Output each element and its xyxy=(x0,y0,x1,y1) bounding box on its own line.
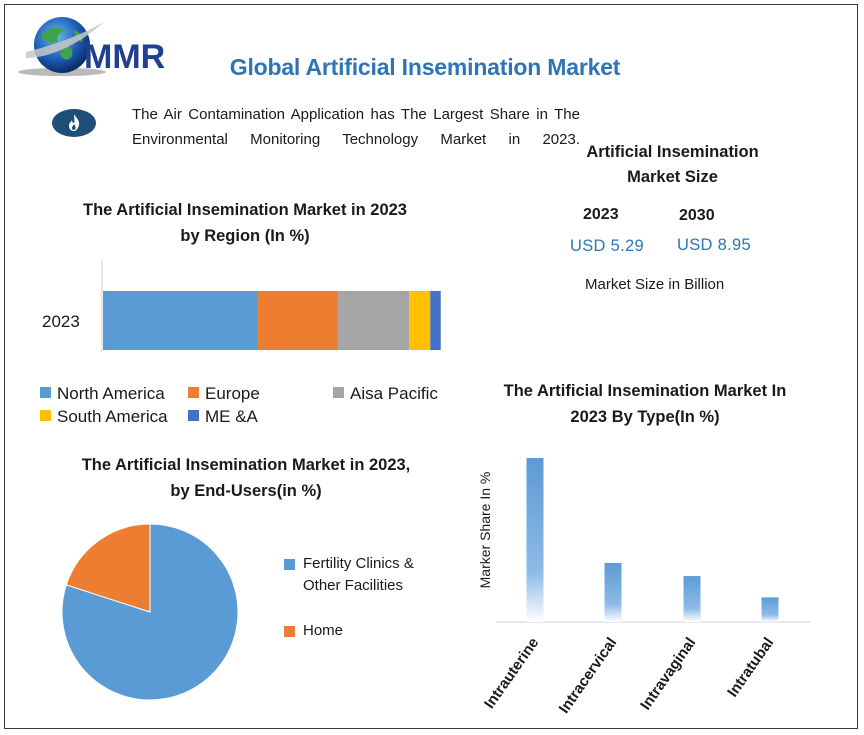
enduser-pie-chart xyxy=(61,523,239,701)
legend-swatch xyxy=(284,559,295,570)
market-size-unit: Market Size in Billion xyxy=(585,276,725,293)
legend-label: South America xyxy=(57,407,168,426)
legend-swatch xyxy=(188,410,199,421)
legend-item-fertility-clinics: Fertility Clinics & Other Facilities xyxy=(284,553,444,597)
type-tick-label: Intrauterine xyxy=(481,635,542,712)
region-legend: North America Europe Aisa Pacific South … xyxy=(40,384,470,432)
type-bar-intravaginal xyxy=(683,576,701,622)
globe-logo-icon: MMR xyxy=(18,17,165,76)
legend-label: ME &A xyxy=(205,407,258,426)
region-bar-aisa-pacific xyxy=(337,291,410,350)
type-y-axis-label: Marker Share In % xyxy=(477,472,493,589)
type-tick-label: Intratubal xyxy=(724,635,777,701)
year-2030-label: 2030 xyxy=(679,207,715,224)
legend-swatch xyxy=(40,387,51,398)
legend-label: North America xyxy=(57,384,165,403)
type-tick-label: Intracervical xyxy=(556,635,621,717)
legend-swatch xyxy=(284,626,295,637)
region-bar-me-a xyxy=(430,291,441,350)
legend-item-me-a: ME &A xyxy=(188,407,258,427)
value-2023: USD 5.29 xyxy=(570,237,644,255)
page-title: Global Artificial Insemination Market xyxy=(229,54,621,80)
legend-item-europe: Europe xyxy=(188,384,260,404)
region-bar-south-america xyxy=(409,291,431,350)
insight-text: The Air Contamination Application has Th… xyxy=(132,106,580,148)
legend-swatch xyxy=(333,387,344,398)
region-stacked-bar-chart: 2023 xyxy=(42,260,441,352)
legend-item-asia-pacific: Aisa Pacific xyxy=(333,384,438,404)
region-bar-europe xyxy=(257,291,338,350)
region-bar-north-america xyxy=(103,291,257,350)
region-chart-title: The Artificial Insemination Market in 20… xyxy=(83,201,407,245)
enduser-chart-title: The Artificial Insemination Market in 20… xyxy=(81,456,411,500)
mmr-logo: MMR xyxy=(12,12,182,78)
fire-icon xyxy=(51,108,97,138)
type-chart-title: The Artificial Insemination Market In 20… xyxy=(503,382,787,426)
pie-slice-home xyxy=(65,523,151,613)
legend-swatch xyxy=(40,410,51,421)
value-2030: USD 8.95 xyxy=(677,236,751,254)
legend-label: Aisa Pacific xyxy=(350,384,438,403)
market-size-title: Artificial Insemination Market Size xyxy=(586,143,759,186)
legend-label: Home xyxy=(303,622,344,639)
logo-text: MMR xyxy=(84,38,165,76)
type-bar-intracervical xyxy=(604,562,622,622)
legend-item-home: Home xyxy=(284,620,444,642)
type-bar-intrauterine xyxy=(526,458,544,622)
type-bar-chart: Marker Share In % Intrauterine Intracervi… xyxy=(477,458,810,717)
type-bar-intratubal xyxy=(761,597,779,622)
legend-swatch xyxy=(188,387,199,398)
legend-item-south-america: South America xyxy=(40,407,168,427)
year-2023-label: 2023 xyxy=(583,206,619,223)
type-tick-label: Intravaginal xyxy=(637,635,699,714)
legend-item-north-america: North America xyxy=(40,384,165,404)
region-category-label: 2023 xyxy=(42,312,80,331)
legend-label: Europe xyxy=(205,384,260,403)
legend-label: Fertility Clinics & Other Facilities xyxy=(303,555,414,594)
